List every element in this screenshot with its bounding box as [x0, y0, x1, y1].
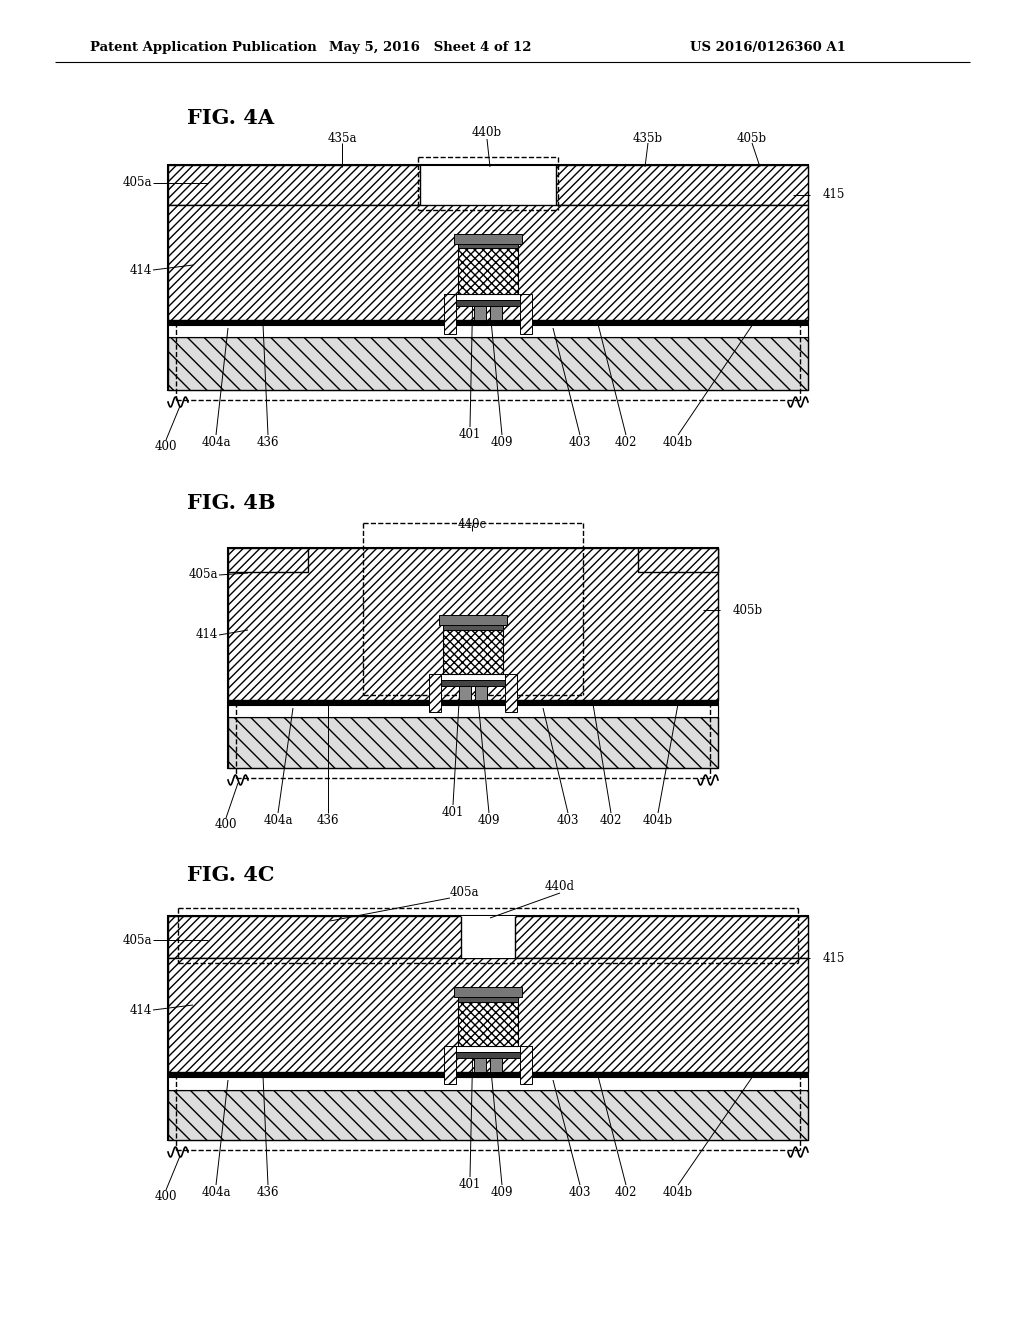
- Text: 409: 409: [490, 1185, 513, 1199]
- Bar: [458, 1002, 518, 1045]
- Bar: [168, 1090, 808, 1140]
- Bar: [490, 1059, 502, 1072]
- Text: 404b: 404b: [663, 436, 693, 449]
- Text: 436: 436: [316, 813, 339, 826]
- Bar: [228, 717, 718, 768]
- Text: 435a: 435a: [328, 132, 356, 144]
- Bar: [454, 234, 522, 244]
- Text: 402: 402: [600, 813, 623, 826]
- Text: 404a: 404a: [202, 436, 230, 449]
- Bar: [458, 248, 518, 294]
- Text: 409: 409: [490, 436, 513, 449]
- Text: 414: 414: [130, 264, 152, 276]
- Bar: [443, 622, 503, 630]
- Text: 403: 403: [568, 1185, 591, 1199]
- Text: FIG. 4C: FIG. 4C: [187, 865, 274, 884]
- Text: 435b: 435b: [633, 132, 664, 144]
- Bar: [461, 916, 516, 958]
- Bar: [168, 916, 808, 958]
- Bar: [228, 548, 718, 768]
- Bar: [168, 1077, 808, 1090]
- Text: 402: 402: [614, 436, 637, 449]
- Bar: [454, 987, 522, 997]
- Text: 436: 436: [257, 1185, 280, 1199]
- Text: 414: 414: [130, 1003, 152, 1016]
- Text: 415: 415: [823, 189, 846, 202]
- Bar: [474, 1059, 486, 1072]
- Text: 400: 400: [155, 1191, 177, 1204]
- Text: 405a: 405a: [188, 569, 218, 582]
- Text: 405b: 405b: [737, 132, 767, 144]
- Bar: [475, 686, 487, 700]
- Text: 440d: 440d: [545, 880, 575, 894]
- Bar: [452, 300, 524, 306]
- Bar: [168, 337, 808, 389]
- Bar: [444, 294, 456, 334]
- Text: 404a: 404a: [263, 813, 293, 826]
- Bar: [168, 325, 808, 337]
- Bar: [520, 294, 532, 334]
- Bar: [458, 994, 518, 1002]
- Text: FIG. 4A: FIG. 4A: [187, 108, 274, 128]
- Text: 401: 401: [459, 428, 481, 441]
- Text: 405a: 405a: [123, 933, 152, 946]
- Text: 404b: 404b: [663, 1185, 693, 1199]
- Bar: [443, 630, 503, 675]
- Text: 415: 415: [823, 952, 846, 965]
- Bar: [168, 165, 420, 205]
- Bar: [168, 319, 808, 325]
- Text: 409: 409: [478, 813, 501, 826]
- Bar: [520, 1045, 532, 1084]
- Text: 414: 414: [196, 628, 218, 642]
- Bar: [437, 680, 509, 686]
- Text: FIG. 4B: FIG. 4B: [187, 492, 275, 513]
- Bar: [441, 675, 505, 680]
- Text: US 2016/0126360 A1: US 2016/0126360 A1: [690, 41, 846, 54]
- Bar: [456, 1045, 520, 1052]
- Bar: [168, 205, 808, 319]
- Bar: [556, 165, 808, 205]
- Text: 440c: 440c: [458, 519, 486, 532]
- Text: 400: 400: [155, 441, 177, 454]
- Text: 403: 403: [557, 813, 580, 826]
- Bar: [452, 1052, 524, 1059]
- Text: 440b: 440b: [472, 127, 502, 140]
- Text: 405a: 405a: [123, 177, 152, 190]
- Bar: [228, 700, 718, 705]
- Bar: [490, 306, 502, 319]
- Bar: [168, 1072, 808, 1077]
- Bar: [456, 294, 520, 300]
- Text: 405a: 405a: [450, 886, 479, 899]
- Text: 401: 401: [459, 1177, 481, 1191]
- Text: 400: 400: [215, 818, 238, 832]
- Text: 403: 403: [568, 436, 591, 449]
- Bar: [228, 548, 308, 572]
- Bar: [444, 1045, 456, 1084]
- Text: 405b: 405b: [733, 603, 763, 616]
- Text: 404b: 404b: [643, 813, 673, 826]
- Bar: [458, 240, 518, 248]
- Bar: [439, 615, 507, 624]
- Bar: [168, 958, 808, 1072]
- Bar: [168, 165, 808, 389]
- Bar: [638, 548, 718, 572]
- Bar: [228, 705, 718, 717]
- Bar: [168, 916, 808, 1140]
- Text: May 5, 2016   Sheet 4 of 12: May 5, 2016 Sheet 4 of 12: [329, 41, 531, 54]
- Text: 402: 402: [614, 1185, 637, 1199]
- Text: 401: 401: [441, 805, 464, 818]
- Bar: [474, 306, 486, 319]
- Bar: [505, 675, 517, 711]
- Bar: [228, 548, 718, 700]
- Text: 404a: 404a: [202, 1185, 230, 1199]
- Bar: [429, 675, 441, 711]
- Text: 436: 436: [257, 436, 280, 449]
- Text: Patent Application Publication: Patent Application Publication: [90, 41, 316, 54]
- Bar: [459, 686, 471, 700]
